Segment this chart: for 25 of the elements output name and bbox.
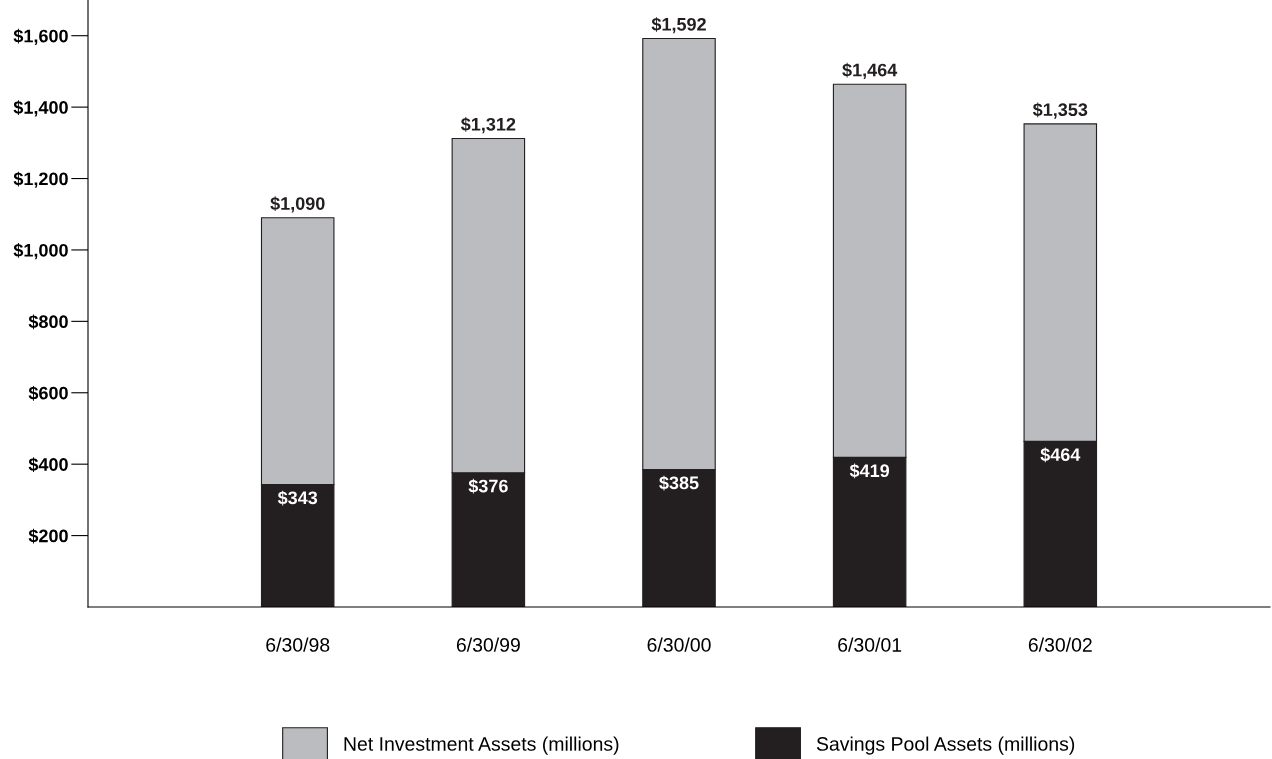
data-label: $343 [277,490,318,506]
y-tick-label: $800 [28,314,68,330]
x-tick-label: 6/30/02 [1028,637,1092,652]
y-tick-label: $1,000 [13,243,68,260]
total-label: $1,090 [270,196,325,213]
data-label: $464 [1040,447,1081,463]
y-tick-label: $200 [28,528,68,544]
y-tick-label: $400 [28,457,68,473]
total-label: $1,353 [1032,102,1088,119]
total-label: $1,312 [460,117,516,134]
data-label: $385 [659,475,699,491]
total-label: $1,464 [842,62,898,80]
y-tick-label: $1,400 [13,100,68,117]
y-tick-label: $600 [28,385,68,401]
data-label: $419 [849,463,890,479]
y-tick-label: $1,600 [13,28,68,46]
x-tick-label: 6/30/98 [266,637,330,652]
x-tick-label: 6/30/01 [838,637,902,652]
legend-label: Net Investment Assets (millions) [344,736,619,755]
data-label: $376 [468,478,508,494]
total-label: $1,592 [651,17,706,34]
y-tick-label: $1,200 [13,171,68,188]
x-tick-label: 6/30/00 [647,637,711,652]
legend-label: Savings Pool Assets (millions) [816,736,1075,755]
x-tick-label: 6/30/99 [456,637,520,652]
